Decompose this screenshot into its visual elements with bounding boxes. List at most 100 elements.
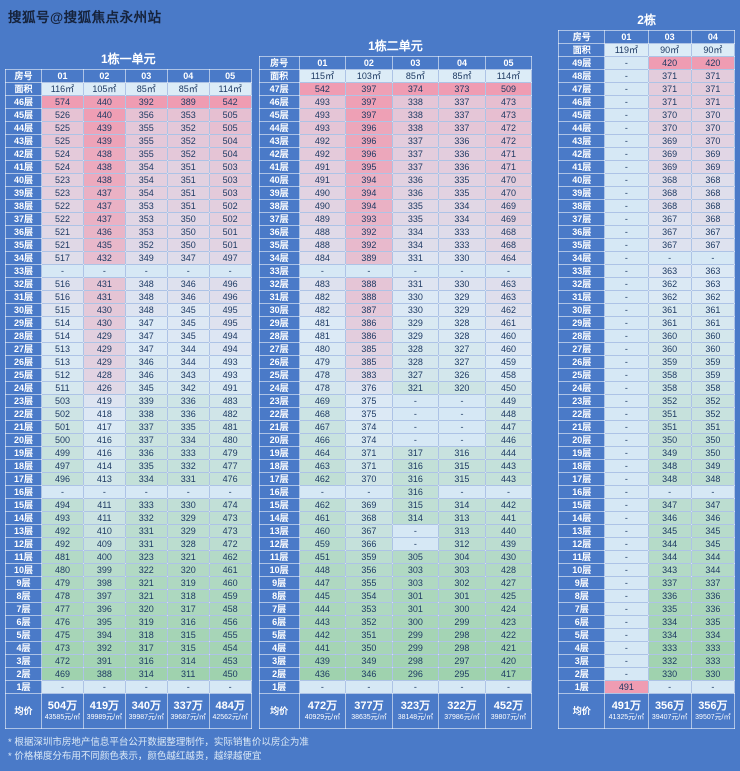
price-cell: 419 xyxy=(82,394,126,408)
price-cell: 354 xyxy=(124,160,168,174)
price-cell: 336 xyxy=(438,147,486,161)
floor-label: 27层 xyxy=(558,342,606,356)
empty-cell: - xyxy=(604,563,649,577)
price-cell: 441 xyxy=(298,641,347,655)
empty-cell: - xyxy=(438,394,486,408)
price-cell: 451 xyxy=(298,550,347,564)
price-cell: 466 xyxy=(298,433,347,447)
price-cell: 368 xyxy=(345,511,393,525)
floor-row: 21层 501 417 337 335 481 xyxy=(5,420,252,434)
floor-row: 25层 -358 359 xyxy=(558,368,736,382)
floor-label: 4层 xyxy=(558,641,606,655)
empty-cell: - xyxy=(690,680,736,694)
room-header-row: 房号 01 03 04 xyxy=(558,30,736,44)
price-cell: 349 xyxy=(124,251,168,265)
price-cell: 385 xyxy=(345,355,393,369)
empty-cell: - xyxy=(604,277,649,291)
price-cell: 348 xyxy=(647,459,692,473)
empty-cell: - xyxy=(647,680,692,694)
price-cell: 299 xyxy=(438,615,486,629)
floor-label: 44层 xyxy=(558,121,606,135)
price-cell: 321 xyxy=(391,381,440,395)
price-cell: 386 xyxy=(345,329,393,343)
price-cell: 473 xyxy=(484,95,533,109)
price-cell: 460 xyxy=(208,576,252,590)
price-cell: 301 xyxy=(391,589,440,603)
price-cell: 440 xyxy=(82,108,126,122)
price-cell: 329 xyxy=(438,303,486,317)
empty-cell: - xyxy=(604,316,649,330)
floor-label: 6层 xyxy=(258,615,300,629)
floor-row: 11层 -344 344 xyxy=(558,550,736,564)
price-cell: 313 xyxy=(438,524,486,538)
price-cell: 447 xyxy=(298,576,347,590)
price-cell: 320 xyxy=(438,381,486,395)
floor-row: 29层 -361 361 xyxy=(558,316,736,330)
floor-label: 27层 xyxy=(5,342,42,356)
floor-row: 13层 460 367-313 440 xyxy=(258,524,533,538)
price-cell: 429 xyxy=(82,342,126,356)
room-header-row: 房号 01 02 03 04 05 xyxy=(258,56,533,70)
price-cell: 444 xyxy=(484,446,533,460)
price-cell: 360 xyxy=(647,329,692,343)
price-cell: 397 xyxy=(345,108,393,122)
price-cell: 335 xyxy=(647,602,692,616)
price-cell: 347 xyxy=(124,316,168,330)
price-cell: 421 xyxy=(484,641,533,655)
floor-label: 1层 xyxy=(558,680,606,694)
price-cell: 361 xyxy=(647,303,692,317)
empty-cell: - xyxy=(484,485,533,499)
price-cell: 344 xyxy=(690,550,736,564)
price-cell: 491 xyxy=(298,173,347,187)
price-cell: 479 xyxy=(298,355,347,369)
price-cell: 352 xyxy=(166,121,210,135)
floor-label: 26层 xyxy=(5,355,42,369)
price-cell: 371 xyxy=(690,95,736,109)
price-cell: 437 xyxy=(82,199,126,213)
floor-row: 30层 -361 361 xyxy=(558,303,736,317)
price-cell: 374 xyxy=(391,82,440,96)
price-cell: 464 xyxy=(298,446,347,460)
empty-cell: - xyxy=(438,264,486,278)
price-cell: 362 xyxy=(647,290,692,304)
price-cell: 328 xyxy=(166,537,210,551)
price-table: 房号 01 03 04 面积 119㎡ 90㎡ 90㎡ 49层 -420 420 48层 -371 371… xyxy=(558,30,736,729)
floor-label: 46层 xyxy=(558,95,606,109)
floor-label: 9层 xyxy=(258,576,300,590)
floor-row: 1层 491- - xyxy=(558,680,736,694)
floor-label: 20层 xyxy=(5,433,42,447)
avg-unit-price: 38635元/㎡ xyxy=(351,714,387,721)
floor-label: 43层 xyxy=(5,134,42,148)
avg-unit-price: 41325元/㎡ xyxy=(608,714,645,721)
price-cell: 352 xyxy=(690,407,736,421)
price-cell: 361 xyxy=(647,316,692,330)
price-cell: 397 xyxy=(345,95,393,109)
price-cell: 512 xyxy=(41,368,84,382)
price-cell: 351 xyxy=(647,420,692,434)
avg-price: 356万 xyxy=(654,700,685,712)
floor-row: 40层 523 438 354 351 503 xyxy=(5,173,252,187)
price-cell: 371 xyxy=(647,82,692,96)
area-header-label: 面积 xyxy=(258,69,300,83)
area-value: 105㎡ xyxy=(82,82,126,96)
floor-label: 45层 xyxy=(558,108,606,122)
empty-cell: - xyxy=(391,680,440,694)
price-cell: 327 xyxy=(438,342,486,356)
floor-row: 18层 497 414 335 332 477 xyxy=(5,459,252,473)
price-cell: 367 xyxy=(647,212,692,226)
price-cell: 495 xyxy=(208,316,252,330)
price-cell: 417 xyxy=(484,667,533,681)
price-cell: 331 xyxy=(166,472,210,486)
price-cell: 336 xyxy=(438,134,486,148)
area-value: 114㎡ xyxy=(208,82,252,96)
empty-cell: - xyxy=(298,264,347,278)
price-cell: 300 xyxy=(438,602,486,616)
floor-row: 2层 469 388 314 311 450 xyxy=(5,667,252,681)
price-cell: 494 xyxy=(208,329,252,343)
price-cell: 429 xyxy=(82,355,126,369)
floor-label: 18层 xyxy=(258,459,300,473)
price-cell: 367 xyxy=(647,225,692,239)
price-cell: 347 xyxy=(124,329,168,343)
floor-label: 32层 xyxy=(258,277,300,291)
floor-label: 35层 xyxy=(558,238,606,252)
